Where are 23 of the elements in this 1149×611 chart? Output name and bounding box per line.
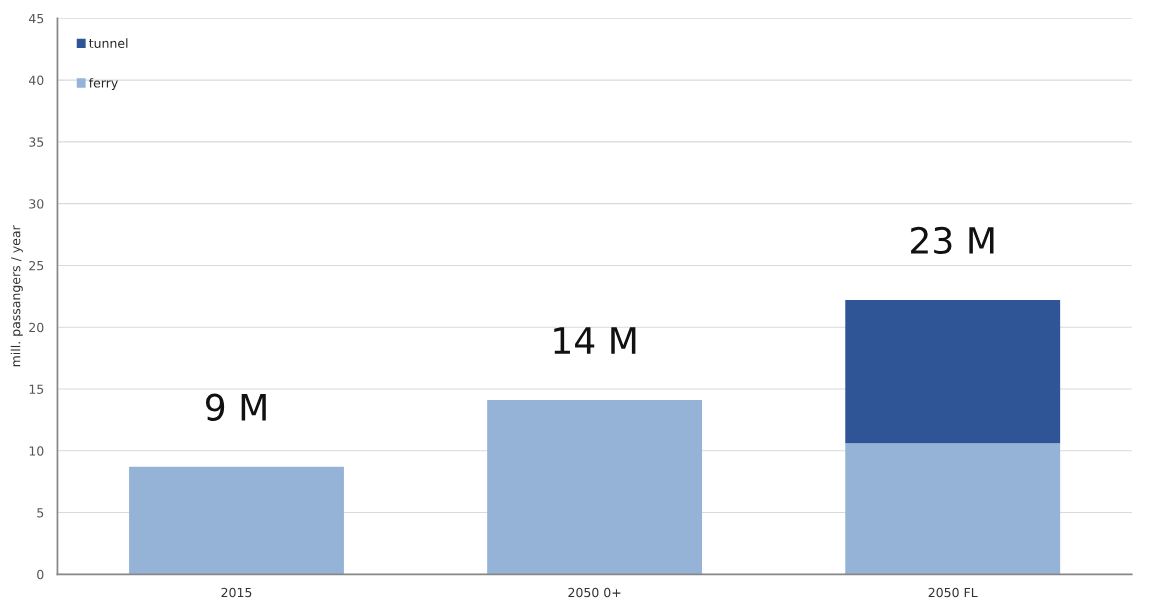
y-tick-label: 45 (28, 13, 44, 24)
y-tick-label: 20 (29, 322, 44, 333)
y-axis-title: mill. passangers / year (10, 225, 23, 367)
y-tick-label: 30 (29, 199, 44, 209)
total-label: 23 M (911, 226, 994, 255)
total-label: 14 M (554, 327, 636, 354)
bar (845, 443, 1061, 575)
bar (487, 400, 703, 575)
total-label: 9 M (205, 393, 266, 421)
x-tick-label: 2015 (221, 587, 252, 598)
y-tick-label: 35 (29, 137, 44, 147)
legend-label: ferry (88, 77, 118, 91)
y-tick-label: 10 (29, 446, 44, 456)
bar (845, 300, 1061, 444)
x-tick-label: 2050 FL (928, 587, 978, 598)
x-tick-label: 2050 0+ (568, 587, 621, 598)
y-tick-label: 0 (37, 569, 44, 580)
bar (129, 466, 344, 575)
y-tick-label: 5 (37, 508, 44, 518)
y-tick-label: 25 (29, 260, 44, 271)
y-tick-label: 40 (28, 75, 44, 86)
legend-label: tunnel (89, 38, 128, 49)
y-tick-label: 15 (29, 384, 44, 394)
